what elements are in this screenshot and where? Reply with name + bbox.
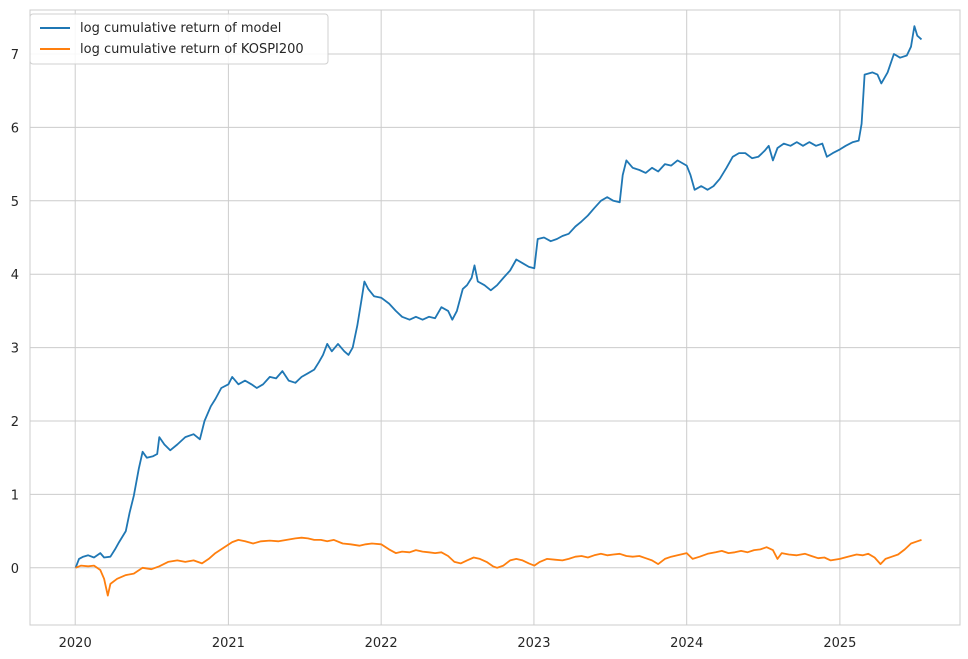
series-line-kospi200 [75, 536, 922, 597]
series-line-model [74, 25, 923, 569]
x-tick-label: 2024 [670, 636, 703, 651]
series-group [74, 25, 923, 597]
legend-label-kospi200: log cumulative return of KOSPI200 [80, 42, 304, 57]
plot-area [29, 9, 961, 626]
y-tick-label: 6 [11, 121, 19, 136]
axis-ticks: 0 1 2 3 4 5 6 7 2020 2021 2022 2023 2024 2025 [11, 48, 857, 651]
y-tick-label: 5 [11, 195, 19, 210]
y-tick-label: 1 [11, 488, 19, 503]
x-tick-label: 2020 [59, 636, 92, 651]
x-tick-label: 2025 [823, 636, 856, 651]
legend-box [29, 13, 329, 65]
x-tick-label: 2021 [212, 636, 245, 651]
x-tick-label: 2023 [517, 636, 550, 651]
legend: log cumulative return of model log cumul… [29, 13, 329, 65]
legend-label-model: log cumulative return of model [80, 21, 281, 36]
y-tick-label: 4 [11, 268, 19, 283]
y-tick-label: 3 [11, 342, 19, 357]
y-tick-label: 0 [11, 562, 19, 577]
y-tick-label: 2 [11, 415, 19, 430]
x-tick-label: 2022 [365, 636, 398, 651]
y-tick-label: 7 [11, 48, 19, 63]
